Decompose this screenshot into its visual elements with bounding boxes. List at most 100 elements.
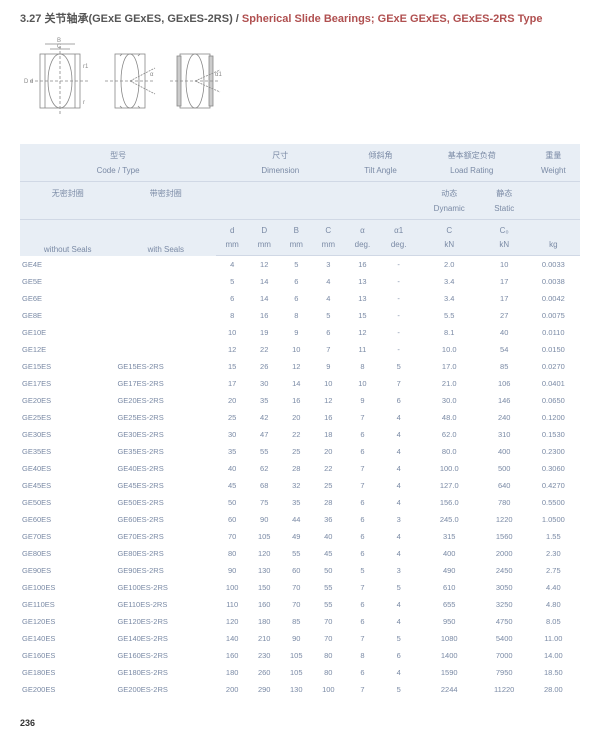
cell: 4 [381,409,417,426]
cell: 7 [344,460,380,477]
cell: 27 [482,307,527,324]
cell: 0.1200 [527,409,580,426]
cell: 70 [280,596,312,613]
cell: 9 [344,392,380,409]
cell: GE17ES [20,375,115,392]
cell: GE10E [20,324,115,341]
cell: 50 [312,562,344,579]
cell: 130 [280,681,312,698]
cell: 25 [216,409,248,426]
cell: 5 [280,256,312,274]
cell: 55 [312,579,344,596]
cell: 16 [248,307,280,324]
table-row: GE25ESGE25ES-2RS254220167448.02400.1200 [20,409,580,426]
cell: 8.1 [417,324,482,341]
table-row: GE50ESGE50ES-2RS5075352864156.07800.5500 [20,494,580,511]
cell: 3250 [482,596,527,613]
cell: GE70ES [20,528,115,545]
hdr-dim-en: Dimension [216,163,344,182]
cell: 5 [381,630,417,647]
unit-kn2: kN [482,237,527,256]
cell: 6 [344,494,380,511]
cell: 49 [280,528,312,545]
spec-table: 型号 尺寸 倾斜角 基本额定负荷 重量 Code / Type Dimensio… [20,144,580,698]
cell: 6 [344,528,380,545]
cell: 2450 [482,562,527,579]
cell: 4 [216,256,248,274]
cell: GE50ES-2RS [115,494,216,511]
cell: 18 [312,426,344,443]
table-row: GE60ESGE60ES-2RS6090443663245.012201.050… [20,511,580,528]
cell: 12 [312,392,344,409]
cell: GE80ES [20,545,115,562]
hdr-code-en: Code / Type [20,163,216,182]
hdr-Cstat: C₀ [482,220,527,238]
cell: 106 [482,375,527,392]
cell: 7 [344,681,380,698]
table-body: GE4E4125316-2.0100.0033GE5E5146413-3.417… [20,256,580,699]
cell: 35 [216,443,248,460]
cell: GE110ES [20,596,115,613]
cell: 130 [248,562,280,579]
cell: 120 [248,545,280,562]
cell: 2.75 [527,562,580,579]
table-row: GE120ESGE120ES-2RS12018085706495047508.0… [20,613,580,630]
cell: 9 [312,358,344,375]
cell: 42 [248,409,280,426]
cell: - [381,290,417,307]
cell: 11.00 [527,630,580,647]
table-row: GE200ESGE200ES-2RS2002901301007522441122… [20,681,580,698]
table-row: GE30ESGE30ES-2RS304722186462.03100.1530 [20,426,580,443]
cell: 0.2300 [527,443,580,460]
cell [115,256,216,274]
cell: 17 [216,375,248,392]
table-row: GE12E122210711-10.0540.0150 [20,341,580,358]
hdr-d: d [216,220,248,238]
cell: 7 [344,477,380,494]
cell: GE20ES-2RS [115,392,216,409]
cell: 3050 [482,579,527,596]
cell: 8 [344,647,380,664]
cell: 110 [216,596,248,613]
cell: GE100ES [20,579,115,596]
hdr-dyn-cn: 动态 [417,182,482,202]
cell: 45 [312,545,344,562]
cell: 310 [482,426,527,443]
unit-deg1: deg. [344,237,380,256]
cell: 30 [216,426,248,443]
cell: GE6E [20,290,115,307]
cell: 4 [381,494,417,511]
cell: 0.0042 [527,290,580,307]
cell: 230 [248,647,280,664]
cell: 240 [482,409,527,426]
cell: 7 [344,579,380,596]
cell: 4 [381,545,417,562]
cell: 16 [280,392,312,409]
cell: 7 [381,375,417,392]
cell: - [381,324,417,341]
hdr-C: C [312,220,344,238]
cell: 13 [344,273,380,290]
cell: 180 [248,613,280,630]
cell: 32 [280,477,312,494]
table-row: GE180ESGE180ES-2RS1802601058064159079501… [20,664,580,681]
cell: 150 [248,579,280,596]
cell: 2.30 [527,545,580,562]
cell: 4 [381,460,417,477]
cell: 20 [312,443,344,460]
hdr-dyn-en: Dynamic [417,201,482,220]
cell: GE35ES-2RS [115,443,216,460]
cell: 55 [248,443,280,460]
table-row: GE10E10199612-8.1400.0110 [20,324,580,341]
cell: 3 [381,511,417,528]
svg-text:r: r [83,100,85,106]
cell: 100 [216,579,248,596]
cell: 70 [280,579,312,596]
table-row: GE4E4125316-2.0100.0033 [20,256,580,274]
cell: 47 [248,426,280,443]
cell: GE25ES [20,409,115,426]
cell: 54 [482,341,527,358]
cell: GE5E [20,273,115,290]
cell: 6 [344,596,380,613]
cell: 146 [482,392,527,409]
